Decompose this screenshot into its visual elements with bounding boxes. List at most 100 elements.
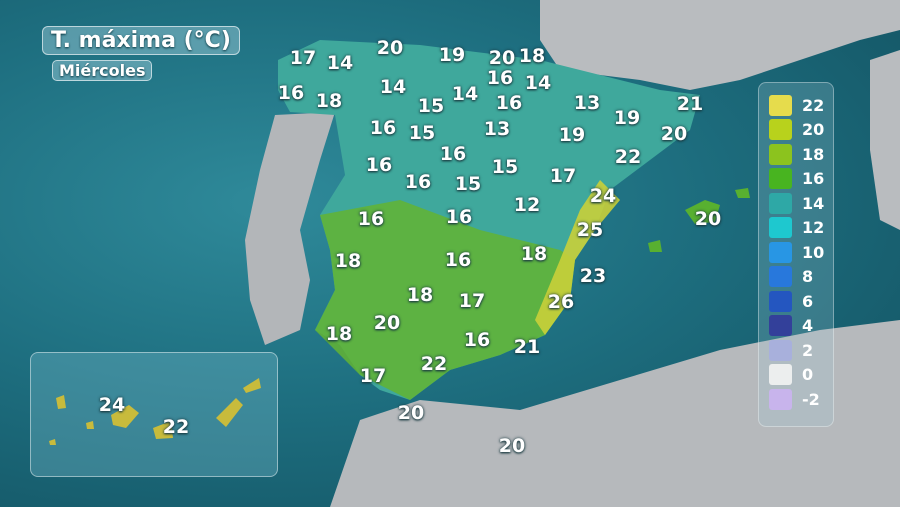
temperature-label: 19 — [558, 124, 586, 146]
temperature-label: 22 — [420, 353, 448, 375]
temperature-label: 16 — [369, 117, 397, 139]
temperature-label: 16 — [495, 92, 523, 114]
canary-temperature-label: 22 — [162, 416, 190, 438]
canary-islands-inset — [30, 352, 278, 477]
legend-item: -2 — [769, 388, 820, 410]
portugal-land — [245, 112, 335, 345]
temperature-label: 22 — [614, 146, 642, 168]
temperature-label: 17 — [458, 290, 486, 312]
legend-label: 8 — [802, 267, 814, 286]
legend-swatch — [769, 266, 792, 287]
legend-item: 0 — [769, 364, 813, 386]
temperature-label: 18 — [315, 90, 343, 112]
sardinia-land — [870, 50, 900, 230]
temperature-label: 17 — [289, 47, 317, 69]
temperature-label: 16 — [357, 208, 385, 230]
legend-item: 10 — [769, 241, 824, 263]
day-label: Miércoles — [52, 60, 153, 81]
temperature-label: 20 — [498, 435, 526, 457]
temperature-label: 20 — [660, 123, 688, 145]
legend-label: 18 — [802, 144, 825, 164]
legend-label: 12 — [802, 218, 825, 237]
temperature-label: 16 — [486, 67, 514, 89]
legend-item: 16 — [769, 168, 824, 190]
legend-item: 6 — [769, 290, 813, 312]
temperature-label: 15 — [454, 173, 482, 195]
temperature-label: 16 — [463, 329, 491, 351]
legend-item: 18 — [769, 143, 824, 165]
temperature-label: 14 — [379, 76, 407, 98]
spain-south-green — [315, 200, 575, 400]
temperature-label: 18 — [325, 323, 353, 345]
legend-label: 4 — [802, 316, 814, 335]
temperature-label: 19 — [613, 107, 641, 129]
temperature-label: 17 — [359, 365, 387, 387]
temperature-label: 16 — [444, 249, 472, 271]
legend-swatch — [769, 339, 792, 361]
temperature-label: 18 — [520, 243, 548, 265]
temperature-label: 19 — [438, 44, 466, 66]
legend-swatch — [769, 217, 792, 238]
temperature-label: 13 — [483, 118, 511, 140]
temperature-label: 20 — [397, 402, 425, 424]
africa-land — [330, 320, 900, 507]
temperature-label: 12 — [513, 194, 541, 216]
balearic-islands — [648, 188, 750, 252]
legend-item: 8 — [769, 266, 813, 288]
legend-label: 22 — [802, 95, 825, 115]
temperature-label: 16 — [445, 206, 473, 228]
legend-swatch — [769, 290, 792, 312]
temperature-label: 15 — [491, 156, 519, 178]
temperature-label: 24 — [589, 185, 617, 207]
temperature-label: 18 — [334, 250, 362, 272]
spain-east-yellow — [535, 180, 620, 335]
temperature-label: 14 — [524, 72, 552, 94]
temperature-label: 14 — [451, 83, 479, 105]
legend-swatch — [769, 192, 792, 214]
canary-islands-map — [49, 378, 261, 445]
temperature-label: 20 — [488, 47, 516, 69]
legend-swatch — [769, 364, 792, 385]
temperature-label: 20 — [373, 312, 401, 334]
legend-label: 14 — [802, 193, 825, 213]
legend-item: 20 — [769, 119, 824, 141]
temperature-label: 20 — [694, 208, 722, 230]
legend-swatch — [769, 168, 792, 189]
legend-swatch — [769, 388, 792, 410]
legend-item: 12 — [769, 217, 824, 239]
temperature-label: 21 — [676, 93, 704, 115]
temperature-label: 18 — [518, 45, 546, 67]
temperature-legend: 22 20 18 16 14 12 10 8 6 4 2 0 -2 — [758, 82, 834, 427]
map-title: T. máxima (°C) — [42, 26, 240, 55]
legend-item: 14 — [769, 192, 824, 214]
temperature-label: 17 — [549, 165, 577, 187]
temperature-label: 16 — [365, 154, 393, 176]
temperature-label: 16 — [439, 143, 467, 165]
temperature-label: 21 — [513, 336, 541, 358]
legend-label: 16 — [802, 169, 825, 188]
legend-label: 20 — [802, 120, 825, 139]
temperature-label: 18 — [406, 284, 434, 306]
legend-swatch — [769, 119, 792, 140]
temperature-label: 25 — [576, 219, 604, 241]
france-land — [540, 0, 900, 90]
temperature-label: 15 — [408, 122, 436, 144]
legend-label: -2 — [802, 389, 820, 409]
temperature-label: 26 — [547, 291, 575, 313]
legend-label: 6 — [802, 291, 814, 311]
legend-swatch — [769, 94, 792, 116]
temperature-label: 23 — [579, 265, 607, 287]
temperature-label: 14 — [326, 52, 354, 74]
legend-swatch — [769, 315, 792, 336]
legend-label: 10 — [802, 242, 825, 262]
legend-item: 4 — [769, 315, 813, 337]
temperature-label: 16 — [277, 82, 305, 104]
legend-label: 0 — [802, 365, 814, 384]
temperature-label: 20 — [376, 37, 404, 59]
legend-item: 2 — [769, 339, 813, 361]
legend-swatch — [769, 241, 792, 263]
temperature-label: 16 — [404, 171, 432, 193]
temperature-label: 13 — [573, 92, 601, 114]
legend-swatch — [769, 143, 792, 165]
